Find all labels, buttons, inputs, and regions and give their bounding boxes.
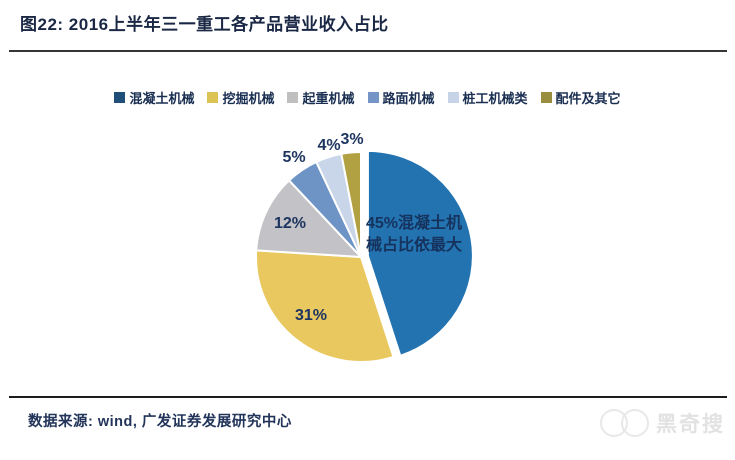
- legend-swatch-icon: [114, 92, 126, 103]
- legend-label: 桩工机械类: [462, 91, 528, 106]
- pie-label-5: 5%: [282, 149, 306, 166]
- pie-annotation: 45%混凝土机械占比依最大: [366, 215, 463, 254]
- pie-label-3: 3%: [340, 131, 364, 148]
- data-source-note: 数据来源: wind, 广发证券发展研究中心: [28, 414, 292, 430]
- pie-slice-混凝土机械: [366, 149, 474, 357]
- pie-slice-起重机械: [255, 179, 362, 258]
- legend-swatch-icon: [207, 92, 219, 103]
- footer-divider: [9, 396, 727, 398]
- pie-slice-挖掘机械: [255, 249, 395, 363]
- legend-item-crane: 起重机械: [287, 88, 355, 107]
- legend-swatch-icon: [540, 92, 552, 103]
- legend-label: 配件及其它: [555, 91, 621, 106]
- legend-swatch-icon: [447, 92, 459, 103]
- legend-swatch-icon: [367, 92, 379, 103]
- legend-label: 混凝土机械: [129, 91, 195, 106]
- legend-item-parts-other: 配件及其它: [540, 88, 621, 107]
- legend-item-piling: 桩工机械类: [447, 88, 528, 107]
- pie-label-12: 12%: [273, 215, 307, 232]
- legend-label: 起重机械: [302, 91, 355, 106]
- page-title: 图22: 2016上半年三一重工各产品营业收入占比: [20, 15, 389, 34]
- legend-label: 路面机械: [382, 91, 435, 106]
- chart-legend: 混凝土机械 挖掘机械 起重机械 路面机械 桩工机械类 配件及其它: [0, 88, 735, 107]
- pie-slice-配件及其它: [340, 151, 362, 258]
- legend-item-concrete: 混凝土机械: [114, 88, 194, 107]
- pie-label-31: 31%: [294, 307, 328, 324]
- watermark-text: 黑奇搜: [656, 413, 725, 436]
- legend-item-excavation: 挖掘机械: [207, 88, 274, 107]
- legend-swatch-icon: [287, 92, 299, 103]
- legend-item-road: 路面机械: [367, 88, 435, 107]
- title-divider: [9, 50, 727, 52]
- watermark-logo: 黑奇搜: [600, 408, 725, 438]
- legend-label: 挖掘机械: [222, 91, 275, 106]
- watermark-circle-icon: [621, 409, 649, 437]
- pie-label-4: 4%: [317, 137, 341, 154]
